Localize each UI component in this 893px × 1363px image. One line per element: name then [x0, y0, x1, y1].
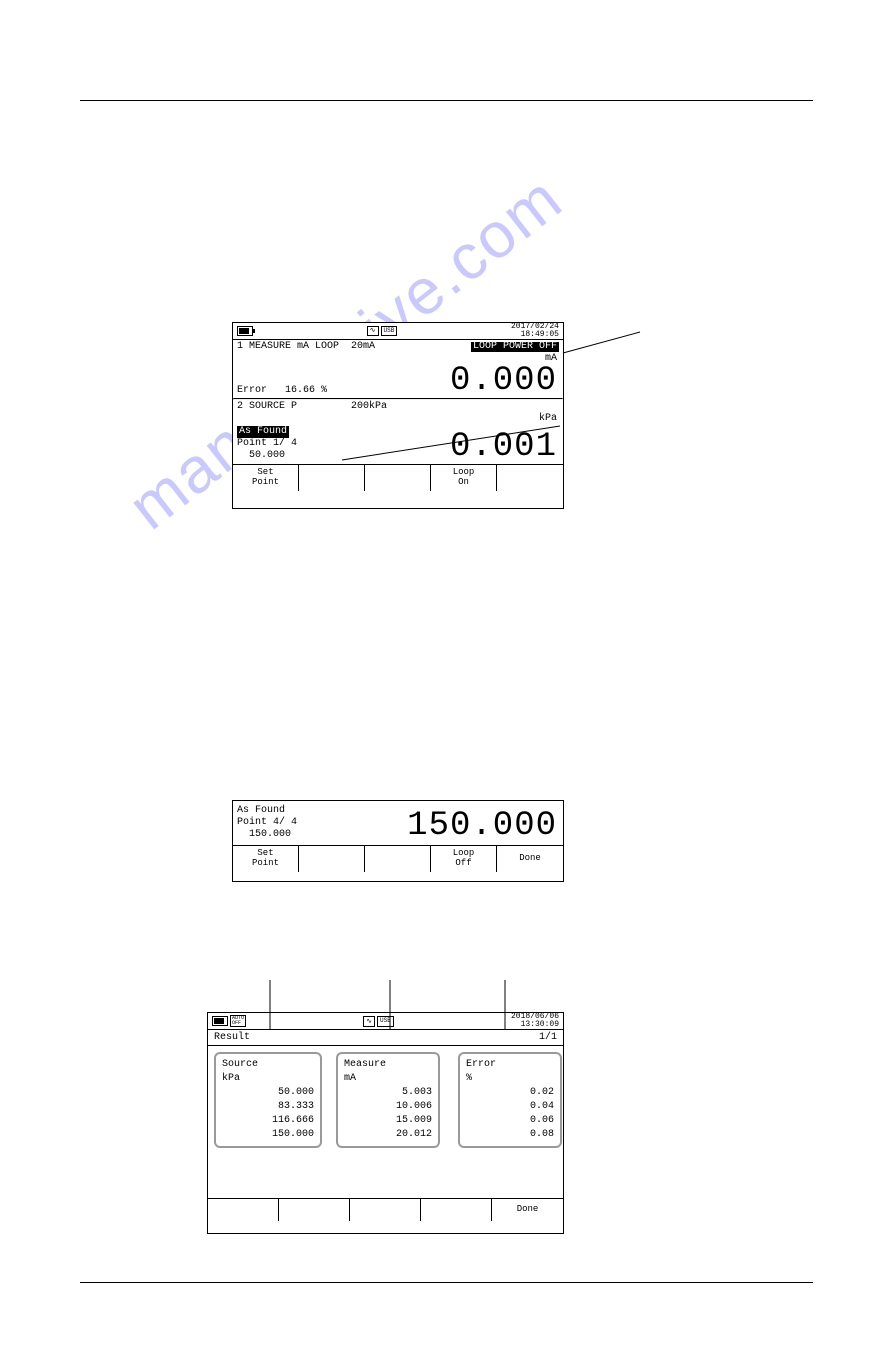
as-found-badge: As Found — [237, 426, 289, 438]
source-v3: 116.666 — [222, 1114, 314, 1128]
source-unit-3: kPa — [222, 1072, 314, 1086]
source-value: 0.001 — [351, 430, 563, 464]
source-unit: kPa — [233, 414, 563, 424]
source-column: Source kPa 50.000 83.333 116.666 150.000 — [214, 1052, 322, 1148]
loop-power-badge: LOOP POWER OFF — [471, 342, 559, 352]
softkey-f2-2[interactable] — [299, 846, 365, 872]
softkey-row: Set Point Loop On — [233, 464, 563, 491]
wave-icon: ∿ — [367, 326, 379, 336]
error-unit-3: % — [466, 1072, 554, 1086]
softkey-f3-3[interactable] — [350, 1199, 421, 1221]
top-rule — [80, 100, 813, 101]
as-found-badge-2: As Found — [237, 805, 285, 816]
softkey-f3-2[interactable] — [365, 846, 431, 872]
status-bar-3: AUTO OFF ∿ USB 2018/06/06 13:30:09 — [208, 1013, 563, 1030]
softkey-f5[interactable] — [497, 465, 563, 491]
point-target: 50.000 — [249, 450, 285, 461]
measure-column: Measure mA 5.003 10.006 15.009 20.012 — [336, 1052, 440, 1148]
usb-icon: USB — [381, 326, 398, 336]
source-label: 2 SOURCE P — [237, 401, 297, 412]
error-block: Error 16.66 % — [233, 384, 351, 398]
measure-header: Measure — [344, 1058, 432, 1072]
usb-icon-3: USB — [377, 1016, 394, 1027]
softkey-f4-3[interactable] — [421, 1199, 492, 1221]
status-bar: ∿ USB 2017/02/24 18:49:05 — [233, 323, 563, 340]
softkey-loop-off[interactable]: Loop Off — [431, 846, 497, 872]
source-v1: 50.000 — [222, 1086, 314, 1100]
source-range: 200kPa — [351, 401, 387, 412]
lcd-screen-1: ∿ USB 2017/02/24 18:49:05 1 MEASURE mA L… — [232, 322, 564, 509]
error-header: Error — [466, 1058, 554, 1072]
measure-v1: 5.003 — [344, 1086, 432, 1100]
source-line: 2 SOURCE P 200kPa — [233, 400, 563, 414]
battery-icon — [237, 326, 253, 336]
error-v2: 0.04 — [466, 1100, 554, 1114]
error-label: Error — [237, 385, 267, 396]
result-page: 1/1 — [539, 1032, 557, 1043]
error-v4: 0.08 — [466, 1128, 554, 1142]
measure-value: 0.000 — [351, 364, 563, 398]
softkey-set-point-2[interactable]: Set Point — [233, 846, 299, 872]
error-value: 16.66 % — [285, 385, 327, 396]
point-block-2: As Found Point 4/ 4 150.000 — [233, 801, 351, 845]
measure-unit-3: mA — [344, 1072, 432, 1086]
result-title: Result — [214, 1032, 250, 1043]
wave-icon-3: ∿ — [363, 1016, 375, 1027]
bottom-rule — [80, 1282, 813, 1283]
softkey-done-3[interactable]: Done — [492, 1199, 563, 1221]
measure-label: 1 MEASURE mA LOOP — [237, 341, 339, 352]
point-label: Point 1/ 4 — [237, 438, 297, 449]
softkey-f3[interactable] — [365, 465, 431, 491]
time-3: 13:30:09 — [511, 1021, 559, 1029]
result-header: Result 1/1 — [208, 1030, 563, 1046]
lcd-screen-3: AUTO OFF ∿ USB 2018/06/06 13:30:09 Resul… — [207, 1012, 564, 1234]
source-value-2: 150.000 — [351, 807, 563, 845]
source-header: Source — [222, 1058, 314, 1072]
measure-v4: 20.012 — [344, 1128, 432, 1142]
measure-line: 1 MEASURE mA LOOP 20mA LOOP POWER OFF — [233, 340, 563, 354]
error-v3: 0.06 — [466, 1114, 554, 1128]
datetime: 2017/02/24 18:49:05 — [511, 323, 559, 339]
softkey-f2[interactable] — [299, 465, 365, 491]
softkey-f2-3[interactable] — [279, 1199, 350, 1221]
measure-range: 20mA — [351, 341, 375, 352]
softkey-loop-on[interactable]: Loop On — [431, 465, 497, 491]
time: 18:49:05 — [511, 331, 559, 339]
softkey-done[interactable]: Done — [497, 846, 563, 872]
error-v1: 0.02 — [466, 1086, 554, 1100]
softkey-row-3: Done — [208, 1198, 563, 1221]
source-v4: 150.000 — [222, 1128, 314, 1142]
measure-v3: 15.009 — [344, 1114, 432, 1128]
battery-icon-3 — [212, 1016, 228, 1026]
point-label-2: Point 4/ 4 — [237, 817, 297, 828]
point-target-2: 150.000 — [249, 829, 291, 840]
error-column: Error % 0.02 0.04 0.06 0.08 — [458, 1052, 562, 1148]
softkey-row-2: Set Point Loop Off Done — [233, 845, 563, 872]
softkey-f1-3[interactable] — [208, 1199, 279, 1221]
lcd-screen-2: As Found Point 4/ 4 150.000 150.000 Set … — [232, 800, 564, 882]
measure-v2: 10.006 — [344, 1100, 432, 1114]
source-v2: 83.333 — [222, 1100, 314, 1114]
softkey-set-point[interactable]: Set Point — [233, 465, 299, 491]
datetime-3: 2018/06/06 13:30:09 — [511, 1013, 559, 1029]
auto-off-icon: AUTO OFF — [230, 1015, 246, 1027]
point-block: As Found Point 1/ 4 50.000 — [233, 424, 351, 464]
